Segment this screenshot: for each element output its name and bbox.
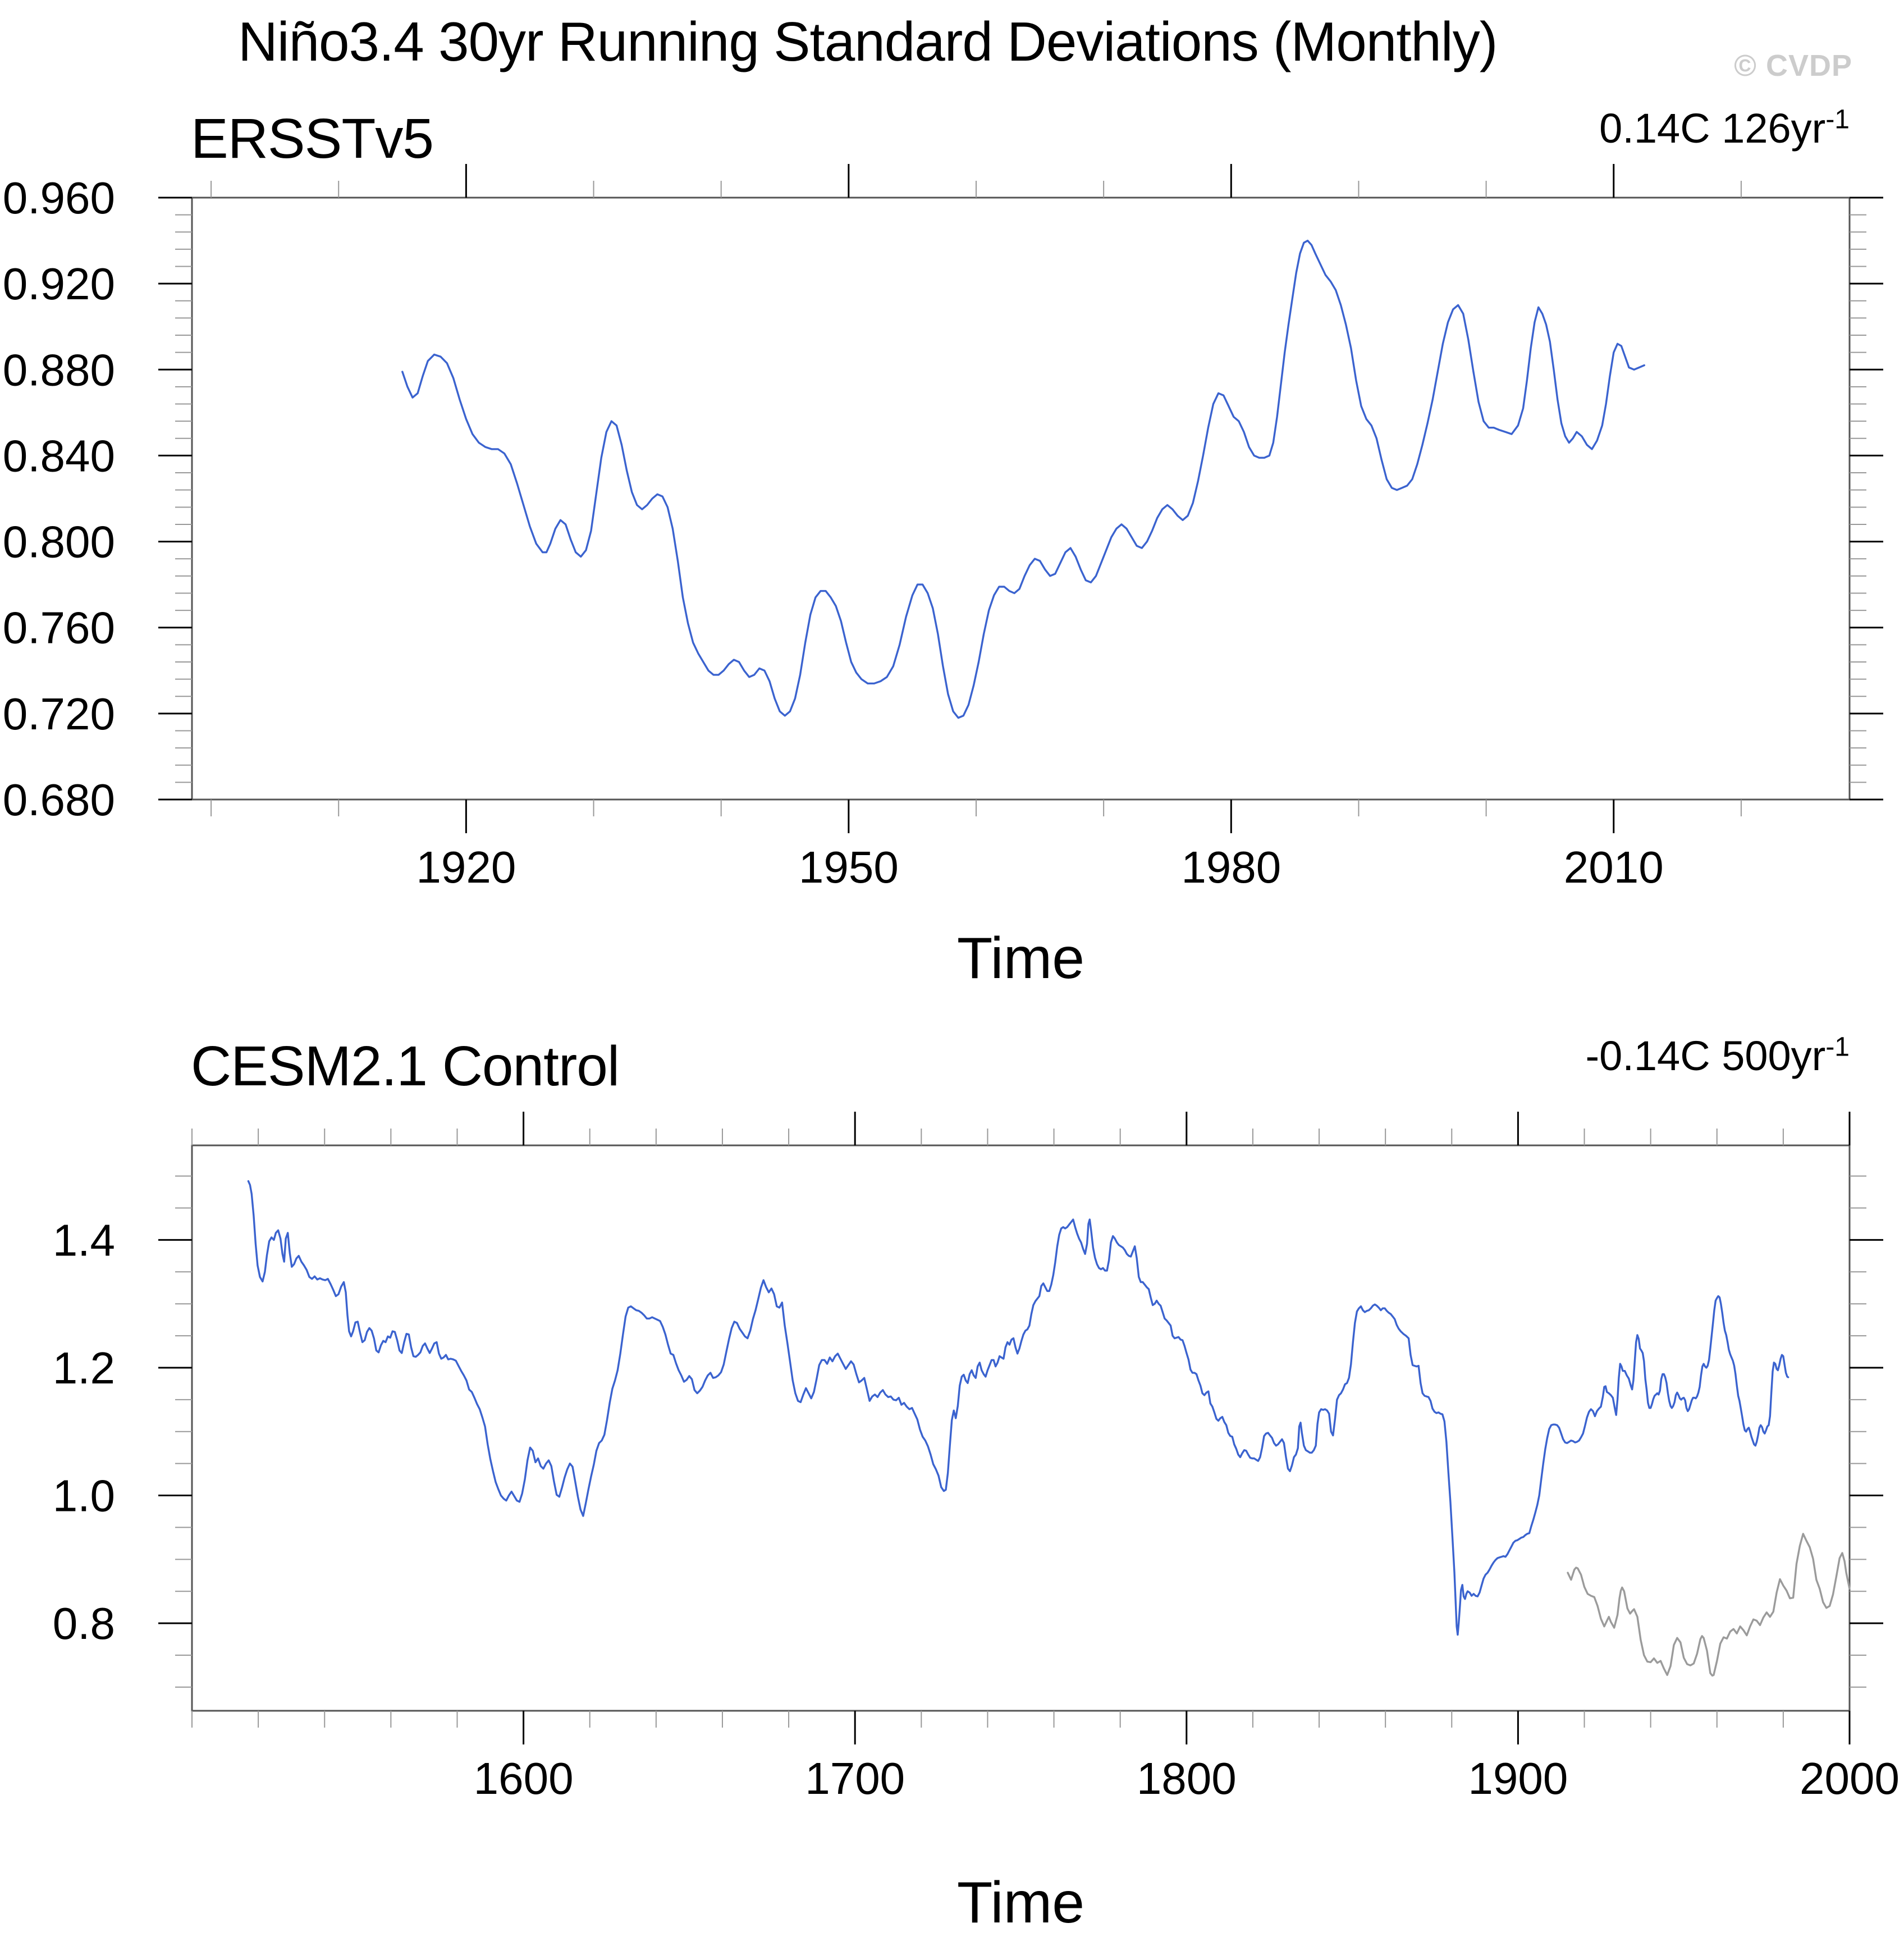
panel1-trend-exponent: -1 (1825, 104, 1850, 135)
panel1-trend-value: 0.14C 126yr (1599, 105, 1826, 152)
x-tick-label: 1920 (416, 842, 516, 892)
y-tick-label: 1.2 (53, 1343, 115, 1393)
x-tick-label: 2000 (1800, 1753, 1900, 1803)
y-tick-label: 0.760 (3, 603, 115, 653)
x-tick-label: 1950 (799, 842, 899, 892)
x-tick-label: 1700 (805, 1753, 905, 1803)
y-tick-label: 0.720 (3, 689, 115, 739)
series-line (247, 1180, 1789, 1636)
y-tick-label: 1.0 (53, 1471, 115, 1521)
series-line (401, 239, 1646, 719)
y-tick-label: 0.800 (3, 517, 115, 567)
figure-title: Niño3.4 30yr Running Standard Deviations… (238, 11, 1498, 72)
panel2-trend-annotation: -0.14C 500yr-1 (1586, 1032, 1850, 1080)
panel2-dataset-label: CESM2.1 Control (191, 1035, 620, 1098)
y-tick-label: 0.680 (3, 775, 115, 825)
plot-frame (191, 197, 1851, 801)
y-tick-label: 0.8 (53, 1598, 115, 1648)
panel2-xaxis-title: Time (956, 1870, 1085, 1935)
x-tick-label: 2010 (1564, 842, 1664, 892)
y-tick-label: 0.840 (3, 431, 115, 481)
panel1-trend-annotation: 0.14C 126yr-1 (1599, 104, 1850, 152)
y-tick-label: 1.4 (53, 1215, 115, 1265)
series-line (1567, 1533, 1851, 1677)
panel1-xaxis-title: Time (956, 926, 1085, 991)
y-tick-label: 0.920 (3, 259, 115, 309)
x-tick-label: 1600 (474, 1753, 574, 1803)
plot-frame (191, 1144, 1851, 1712)
panel1-dataset-label: ERSSTv5 (191, 107, 434, 170)
panel2-trend-exponent: -1 (1825, 1032, 1850, 1062)
y-tick-label: 0.960 (3, 173, 115, 223)
cvdp-watermark: © CVDP (1734, 49, 1852, 83)
x-tick-label: 1800 (1137, 1753, 1237, 1803)
x-tick-label: 1900 (1468, 1753, 1568, 1803)
x-tick-label: 1980 (1181, 842, 1281, 892)
panel2-trend-value: -0.14C 500yr (1585, 1033, 1826, 1079)
y-tick-label: 0.880 (3, 345, 115, 395)
